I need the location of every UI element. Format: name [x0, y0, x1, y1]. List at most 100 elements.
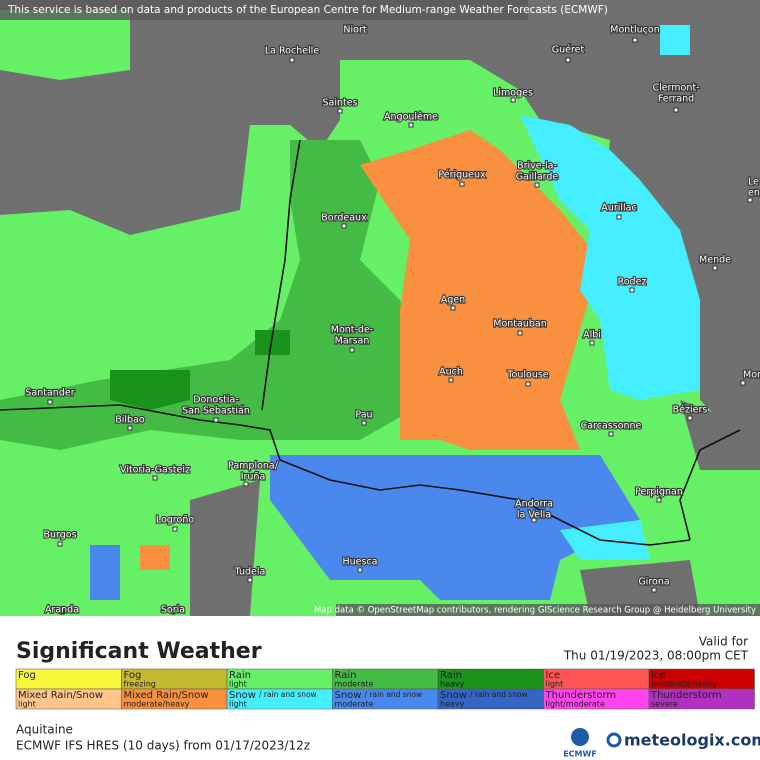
city-dot — [517, 330, 523, 336]
city-dot — [534, 182, 540, 188]
weather-map: This service is based on data and produc… — [0, 0, 760, 616]
city-name: Mont-de- — [331, 325, 374, 336]
city-name: Tudela — [234, 567, 266, 578]
legend-name-main: Ice — [651, 670, 666, 681]
legend-name: Rain — [440, 670, 462, 681]
legend-name: Rain — [229, 670, 251, 681]
city-name: Mende — [699, 255, 731, 266]
city-dot — [687, 415, 693, 421]
precip-areas — [0, 10, 760, 616]
city-name: Le Pu — [748, 177, 760, 188]
city-name: Girona — [638, 577, 669, 588]
city-dot — [608, 431, 614, 437]
legend-level: light — [546, 680, 564, 689]
legend-name-main: Ice — [546, 670, 561, 681]
rain-moderate — [0, 140, 430, 450]
city-dot — [127, 425, 133, 431]
mixed-moderate — [140, 545, 170, 570]
legend-name-main: Rain — [335, 670, 357, 681]
city-name: Gaillarde — [516, 172, 559, 183]
city-name: Toulouse — [506, 370, 548, 381]
city-name: Aurillac — [601, 203, 636, 214]
city-dot — [459, 181, 465, 187]
no-weather — [190, 480, 260, 616]
city-name: Donostia- — [193, 395, 239, 406]
legend-level: moderate — [335, 700, 374, 709]
city-name: Albi — [583, 330, 601, 341]
city-name: Angoulême — [384, 112, 438, 123]
valid-label: Valid for — [699, 635, 748, 649]
city-name: Pau — [355, 410, 372, 421]
no-weather — [580, 560, 700, 616]
city-dot — [352, 27, 358, 33]
legend-level: moderate/heavy — [124, 700, 190, 709]
legend-note: / rain and snow — [470, 690, 528, 699]
city-name: Soria — [161, 605, 185, 616]
city-dot — [172, 526, 178, 532]
ecmwf-logo — [571, 728, 589, 746]
legend-level: freezing — [124, 680, 156, 689]
city-dot — [243, 481, 249, 487]
city-dot — [589, 340, 595, 346]
city-name: Brive-la- — [517, 161, 557, 172]
city-dot — [247, 577, 253, 583]
city-dot — [357, 567, 363, 573]
city-name: Clermont- — [652, 83, 699, 94]
city-name: Burgos — [43, 530, 76, 541]
legend-name-main: Mixed Rain/Snow — [18, 690, 103, 701]
legend-name: Rain — [335, 670, 357, 681]
city-dot — [408, 122, 414, 128]
city-name: la Vella — [517, 510, 551, 521]
city-dot — [337, 108, 343, 114]
legend-name-main: Rain — [229, 670, 251, 681]
city-name: Carcassonne — [581, 421, 642, 432]
legend-name-main: Thunderstorm — [545, 690, 617, 701]
city-dot — [656, 497, 662, 503]
city-dot — [747, 197, 753, 203]
city-name: Montauban — [493, 319, 546, 330]
legend-items: Fog FogfreezingRainlightRainmoderateRainh… — [15, 668, 755, 710]
city-dot — [632, 37, 638, 43]
city-name: Marsan — [335, 336, 370, 347]
legend-level: light — [18, 700, 36, 709]
legend-name-main: Snow — [229, 690, 256, 701]
borders — [0, 139, 741, 546]
notice-bg — [0, 0, 528, 20]
model: ECMWF IFS HRES (10 days) from 01/17/2023… — [16, 739, 310, 753]
snow-light — [520, 115, 700, 400]
city-name: Bordeaux — [321, 213, 367, 224]
ecmwf-text: ECMWF — [563, 750, 597, 759]
city-dot — [448, 377, 454, 383]
notice: This service is based on data and produc… — [7, 4, 608, 16]
city-dot — [651, 587, 657, 593]
legend-level: light/moderate — [546, 700, 605, 709]
city-name: Auch — [439, 367, 463, 378]
legend-note: / rain and snow — [259, 690, 317, 699]
legend-name: Snow / rain and snow — [335, 690, 423, 701]
city-dot — [450, 305, 456, 311]
city-dot — [170, 609, 176, 615]
coastline — [679, 429, 741, 541]
legend-name-main: Fog — [18, 670, 36, 681]
legend-level: moderate/heavy — [651, 680, 717, 689]
legend-name-main: Thunderstorm — [650, 690, 722, 701]
legend-name: Snow / rain and snow — [229, 690, 317, 701]
legend-name: Mixed Rain/Snow — [124, 690, 209, 701]
city-dot — [531, 517, 537, 523]
city-dot — [673, 107, 679, 113]
snow-moderate — [90, 545, 120, 600]
city-dot — [289, 57, 295, 63]
city-name: Iruña — [241, 472, 266, 483]
legend-level: heavy — [440, 680, 465, 689]
city-dot — [616, 214, 622, 220]
city-name: Limoges — [493, 88, 533, 99]
city-dot — [152, 475, 158, 481]
legend-level: severe — [651, 700, 678, 709]
valid-time: Thu 01/19/2023, 08:00pm CET — [563, 649, 749, 663]
city-labels: Niort La Rochelle Guéret Montluçon Saintes An… — [24, 23, 760, 616]
city-name: Vitoria-Gasteiz — [120, 465, 190, 476]
legend-name: Ice — [651, 670, 666, 681]
city-dot — [349, 347, 355, 353]
city-dot — [525, 381, 531, 387]
